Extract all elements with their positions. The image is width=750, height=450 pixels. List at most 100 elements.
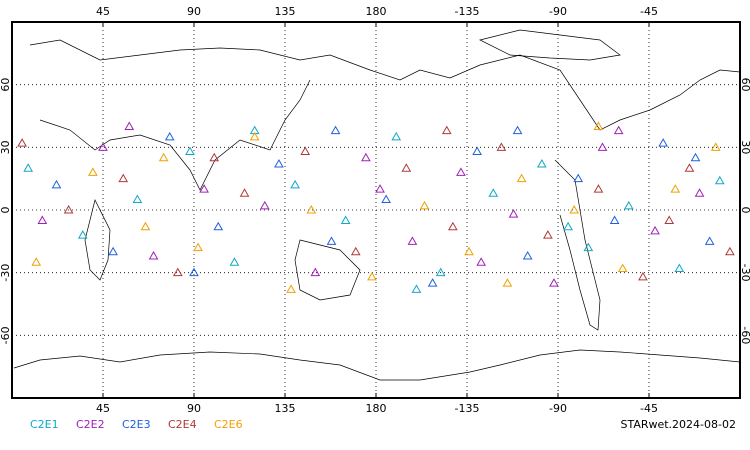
x-tick-label: 135 (275, 402, 296, 415)
point (124, 121, 135, 130)
point (488, 188, 499, 197)
point (664, 215, 675, 224)
point (290, 179, 300, 189)
point (613, 125, 624, 135)
x-tick-label: 180 (366, 402, 387, 415)
point (704, 236, 715, 245)
point (310, 267, 321, 277)
point (472, 146, 482, 156)
point (597, 142, 608, 151)
point (172, 267, 183, 277)
point (375, 184, 385, 193)
point (725, 246, 735, 256)
point (617, 263, 628, 272)
point (209, 152, 220, 162)
point (583, 242, 594, 252)
point (229, 257, 240, 266)
point (132, 194, 143, 204)
point (593, 184, 604, 193)
y-tick-label: -30 (0, 264, 12, 282)
legend-label: C2E6 (214, 418, 243, 431)
point (502, 278, 513, 287)
y-tick-label: -60 (739, 326, 750, 344)
point (690, 152, 701, 162)
x-tick-label: -135 (455, 402, 480, 415)
point (340, 215, 351, 224)
point (456, 167, 466, 176)
point (164, 131, 175, 141)
point (536, 159, 547, 168)
point (51, 179, 62, 189)
y-tick-label: -60 (0, 326, 12, 344)
point (464, 246, 474, 256)
point (623, 200, 634, 210)
x-tick-label: -45 (640, 402, 658, 415)
point (714, 175, 725, 185)
point (98, 142, 108, 151)
point (274, 159, 284, 168)
point (193, 242, 203, 252)
point (508, 209, 519, 218)
x-tick-label: -90 (549, 5, 567, 18)
point (77, 230, 88, 239)
point (407, 236, 418, 245)
y-tick-label: -30 (739, 264, 750, 282)
point (609, 215, 620, 224)
point (23, 163, 34, 172)
point (638, 271, 648, 281)
point (441, 125, 452, 135)
point (37, 215, 48, 224)
point (427, 278, 438, 287)
point (88, 167, 98, 176)
x-tick-label: 90 (187, 402, 201, 415)
point (17, 138, 27, 147)
legend: C2E1 C2E2 C2E3 C2E4 C2E6 (30, 418, 243, 431)
point (199, 184, 209, 193)
point (367, 271, 377, 281)
point (140, 221, 151, 231)
point (350, 246, 361, 256)
y-tick-label: 0 (0, 207, 12, 214)
point (593, 121, 604, 130)
x-tick-label: 90 (187, 5, 201, 18)
point (476, 257, 487, 266)
point (569, 204, 580, 214)
point (330, 125, 341, 135)
point (573, 173, 584, 183)
point (185, 146, 195, 156)
x-tick-label: -90 (549, 402, 567, 415)
y-tick-label: 60 (739, 78, 750, 92)
point (361, 152, 371, 162)
point (658, 138, 669, 147)
point (694, 188, 705, 197)
point (158, 152, 169, 162)
point (31, 257, 42, 266)
point (401, 163, 412, 172)
point (516, 173, 527, 183)
point (411, 284, 422, 293)
point (447, 221, 458, 231)
point (710, 142, 721, 151)
x-tick-label: 45 (96, 5, 110, 18)
point (543, 230, 553, 239)
legend-label: C2E2 (76, 418, 105, 431)
point (670, 184, 681, 193)
point (189, 267, 199, 277)
point (684, 163, 695, 172)
x-tick-label: 135 (275, 5, 296, 18)
point (259, 200, 270, 210)
point (496, 142, 507, 151)
x-tick-label: 45 (96, 402, 110, 415)
y-tick-label: 30 (739, 140, 750, 154)
legend-label: C2E4 (168, 418, 197, 431)
x-tick-label: -45 (640, 5, 658, 18)
y-tick-label: 0 (739, 207, 750, 214)
point (419, 200, 430, 210)
point (306, 204, 317, 214)
legend-label: C2E3 (122, 418, 151, 431)
legend-label: C2E1 (30, 418, 59, 431)
point (563, 221, 573, 231)
point (249, 131, 260, 141)
point (63, 204, 74, 214)
point (326, 236, 337, 245)
